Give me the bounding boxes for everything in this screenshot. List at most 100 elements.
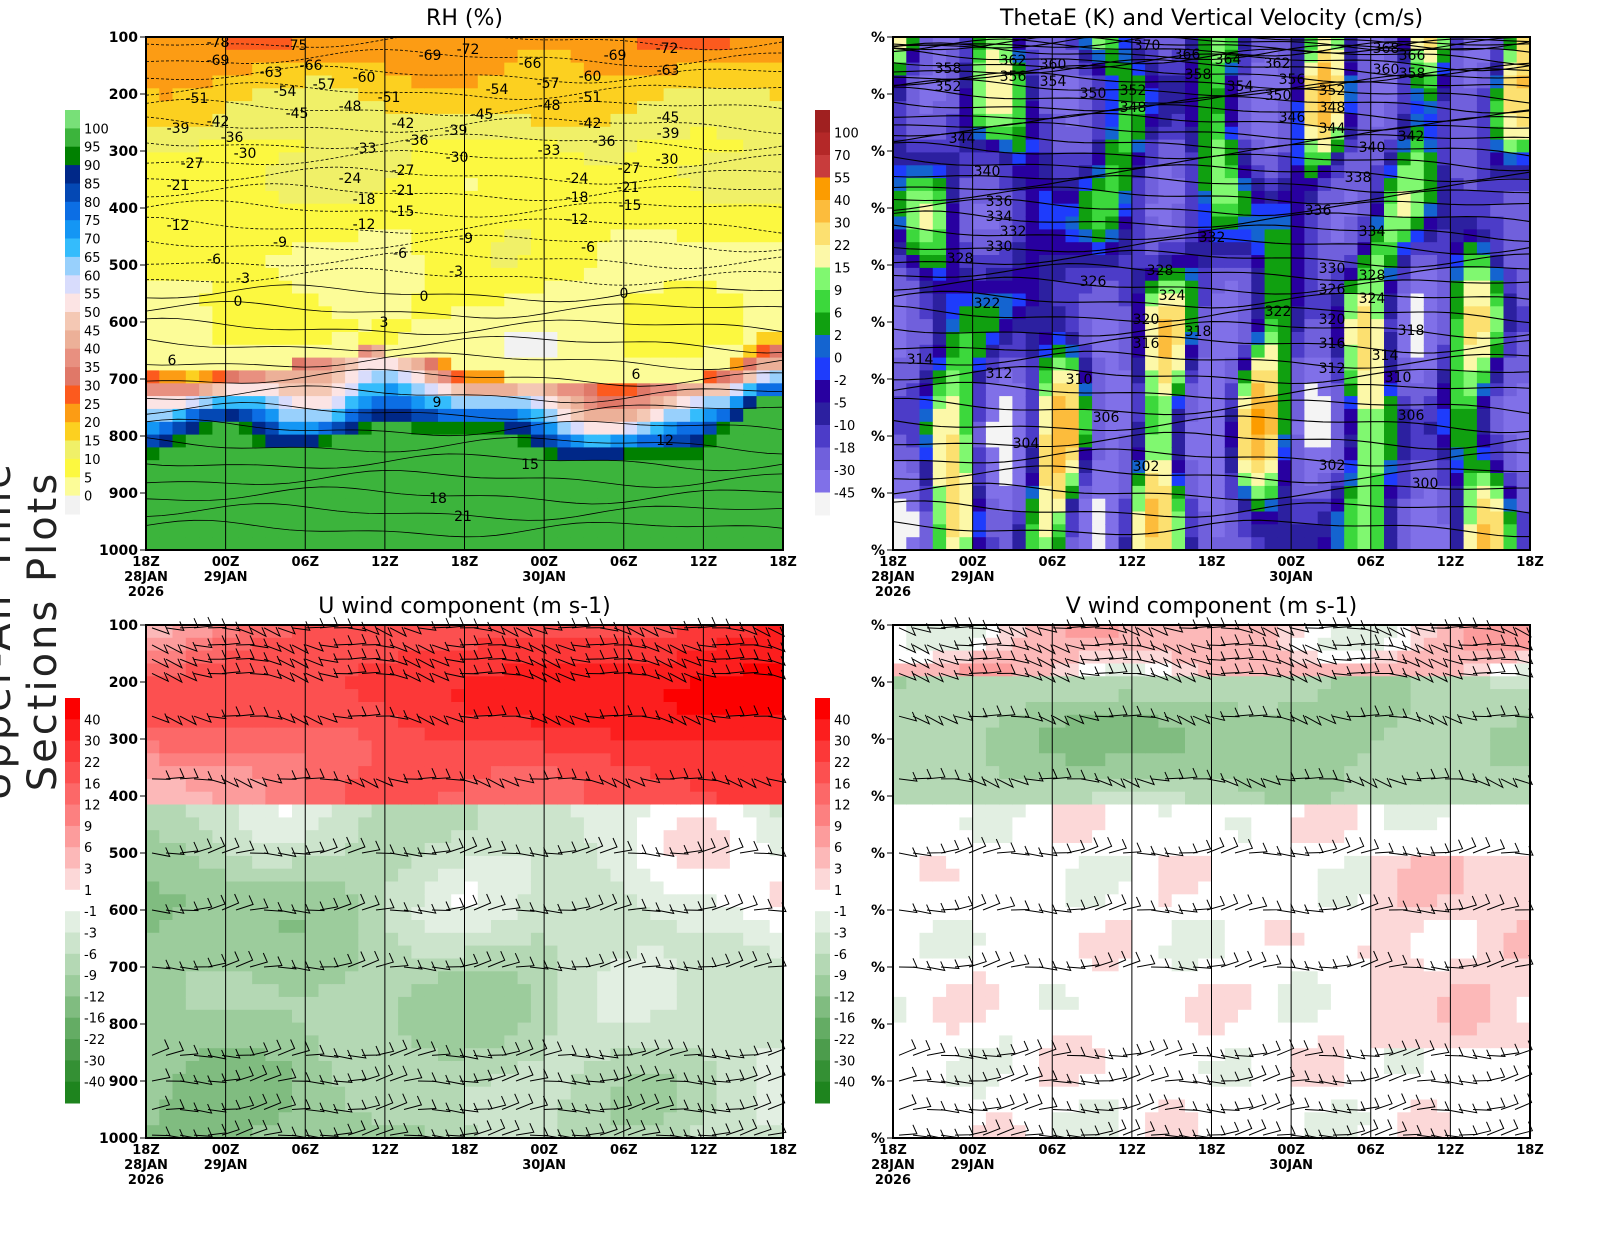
field-cell [517,267,532,282]
field-cell [331,408,346,423]
field-cell [919,332,934,346]
field-cell [690,370,704,384]
field-cell [212,537,227,551]
field-cell [265,332,280,346]
field-cell [1397,255,1412,269]
field-cell [1516,473,1531,487]
field-cell [331,75,346,89]
field-cell [557,524,572,538]
field-cell [1357,447,1372,461]
field-cell [1052,473,1067,487]
field-cell [305,242,320,256]
field-cell [278,650,293,664]
field-cell [623,255,638,269]
field-cell [318,421,333,436]
field-cell [769,126,784,141]
field-cell [331,293,346,307]
field-cell [610,447,625,461]
field-cell [345,357,359,371]
field-cell [1277,280,1292,295]
field-cell [906,408,921,423]
field-cell [225,113,240,128]
field-cell [464,396,479,410]
field-cell [1490,293,1505,307]
field-cell [185,383,200,397]
field-cell [716,113,731,128]
field-cell [424,383,439,397]
field-cell [384,383,399,397]
field-cell [411,727,426,741]
field-cell [1171,332,1186,346]
field-cell [893,370,907,384]
field-cell [1211,498,1226,513]
field-cell [985,242,1000,256]
field-cell [932,49,947,64]
field-cell [305,383,320,397]
colorbar-swatch [65,220,80,240]
field-cell [1158,216,1173,230]
field-cell [411,190,426,205]
field-cell [278,229,293,243]
field-cell [703,165,718,179]
field-cell [398,727,412,741]
field-cell [398,319,412,333]
field-cell [1118,126,1133,141]
field-cell [371,689,386,703]
field-cell [305,945,320,959]
field-cell [1357,332,1372,346]
field-cell [1039,88,1053,102]
colorbar-label: 9 [834,284,842,299]
field-cell [729,203,744,218]
field-cell [185,524,200,538]
field-cell [172,1009,187,1024]
field-cell [1211,537,1226,551]
field-cell [438,702,452,716]
field-cell [530,126,545,141]
field-cell [1039,280,1053,295]
field-cell [743,332,758,346]
field-cell [398,408,412,423]
field-cell [1078,511,1093,525]
field-cell [212,766,227,780]
field-cell [756,267,771,282]
field-cell [1304,319,1319,333]
field-cell [331,996,346,1011]
field-cell [278,932,293,947]
field-cell [1039,216,1053,230]
field-cell [1039,511,1053,525]
field-cell [570,485,585,500]
field-cell [345,663,359,677]
field-cell [650,203,665,218]
field-cell [292,740,306,754]
field-cell [265,229,280,243]
field-cell [690,75,704,89]
field-cell [398,293,412,307]
field-cell [477,75,492,89]
field-cell [756,498,771,513]
field-cell [703,101,718,115]
field-cell [331,1009,346,1024]
field-cell [358,971,373,985]
field-cell [318,689,333,703]
field-cell [716,126,731,141]
field-cell [1384,447,1398,461]
field-cell [199,1073,213,1088]
field-cell [1025,473,1040,487]
field-cell [985,332,1000,346]
field-cell [1238,255,1252,269]
field-cell [411,434,426,448]
field-cell [398,1009,412,1024]
field-cell [199,868,213,883]
field-cell [610,396,625,410]
field-cell [663,267,678,282]
field-cell [1490,203,1505,218]
field-cell [1198,383,1213,397]
field-cell [1397,498,1412,513]
field-cell [292,203,306,218]
field-cell [185,280,200,295]
pressure-tick-label: 700 [109,372,138,388]
field-cell [769,537,784,551]
field-cell [185,920,200,934]
field-cell [1251,434,1266,448]
field-cell [729,242,744,256]
